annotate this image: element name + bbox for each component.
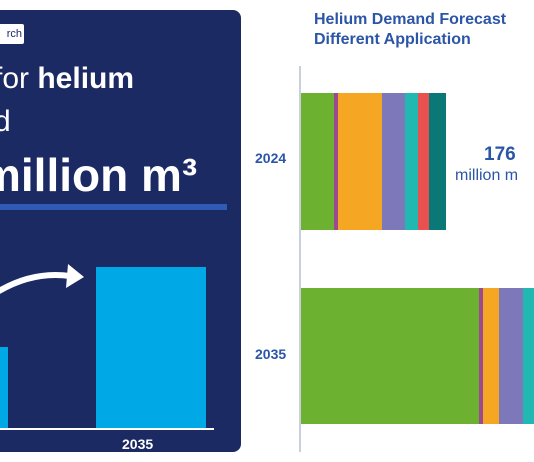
mini-baseline <box>0 428 214 430</box>
source-tag: rch <box>0 24 24 44</box>
bar-2024-segment-1 <box>301 93 334 230</box>
mini-bar-2024 <box>0 347 8 428</box>
headline-underline <box>0 204 227 210</box>
value-unit-2024: million m <box>455 167 519 184</box>
headline-line-1: for helium <box>0 62 134 96</box>
headline-pre: for <box>0 62 30 95</box>
bar-2024-segment-2 <box>334 93 338 230</box>
bar-2024-segment-4 <box>382 93 405 230</box>
bar-2035-segment-2 <box>479 288 483 424</box>
value-label-2024: 176 <box>484 144 516 165</box>
bar-2035-segment-4 <box>499 288 523 424</box>
bar-2024-segment-6 <box>418 93 429 230</box>
chart-title: Helium Demand Forecast Different Applica… <box>314 10 534 50</box>
infographic-panel: rch for helium d million m³ 2035 <box>0 10 241 452</box>
category-label-2035: 2035 <box>255 346 287 362</box>
chart-title-text: Helium Demand Forecast Different Applica… <box>314 11 507 48</box>
bar-2035-segment-3 <box>483 288 499 424</box>
category-label-2024: 2024 <box>255 150 287 166</box>
bar-2035-segment-5 <box>523 288 534 424</box>
mini-bar-2035 <box>96 267 206 428</box>
bar-2024-segment-3 <box>338 93 382 230</box>
category-axis <box>299 66 301 452</box>
headline-bold: helium <box>37 62 135 95</box>
mini-label-2035: 2035 <box>122 436 154 452</box>
bar-2035-segment-1 <box>301 288 479 424</box>
headline-line-2: d <box>0 105 11 138</box>
bar-2024-segment-7 <box>429 93 446 230</box>
growth-arrow-icon <box>0 264 84 294</box>
big-number: million m³ <box>0 149 198 201</box>
bar-2024-segment-5 <box>405 93 418 230</box>
